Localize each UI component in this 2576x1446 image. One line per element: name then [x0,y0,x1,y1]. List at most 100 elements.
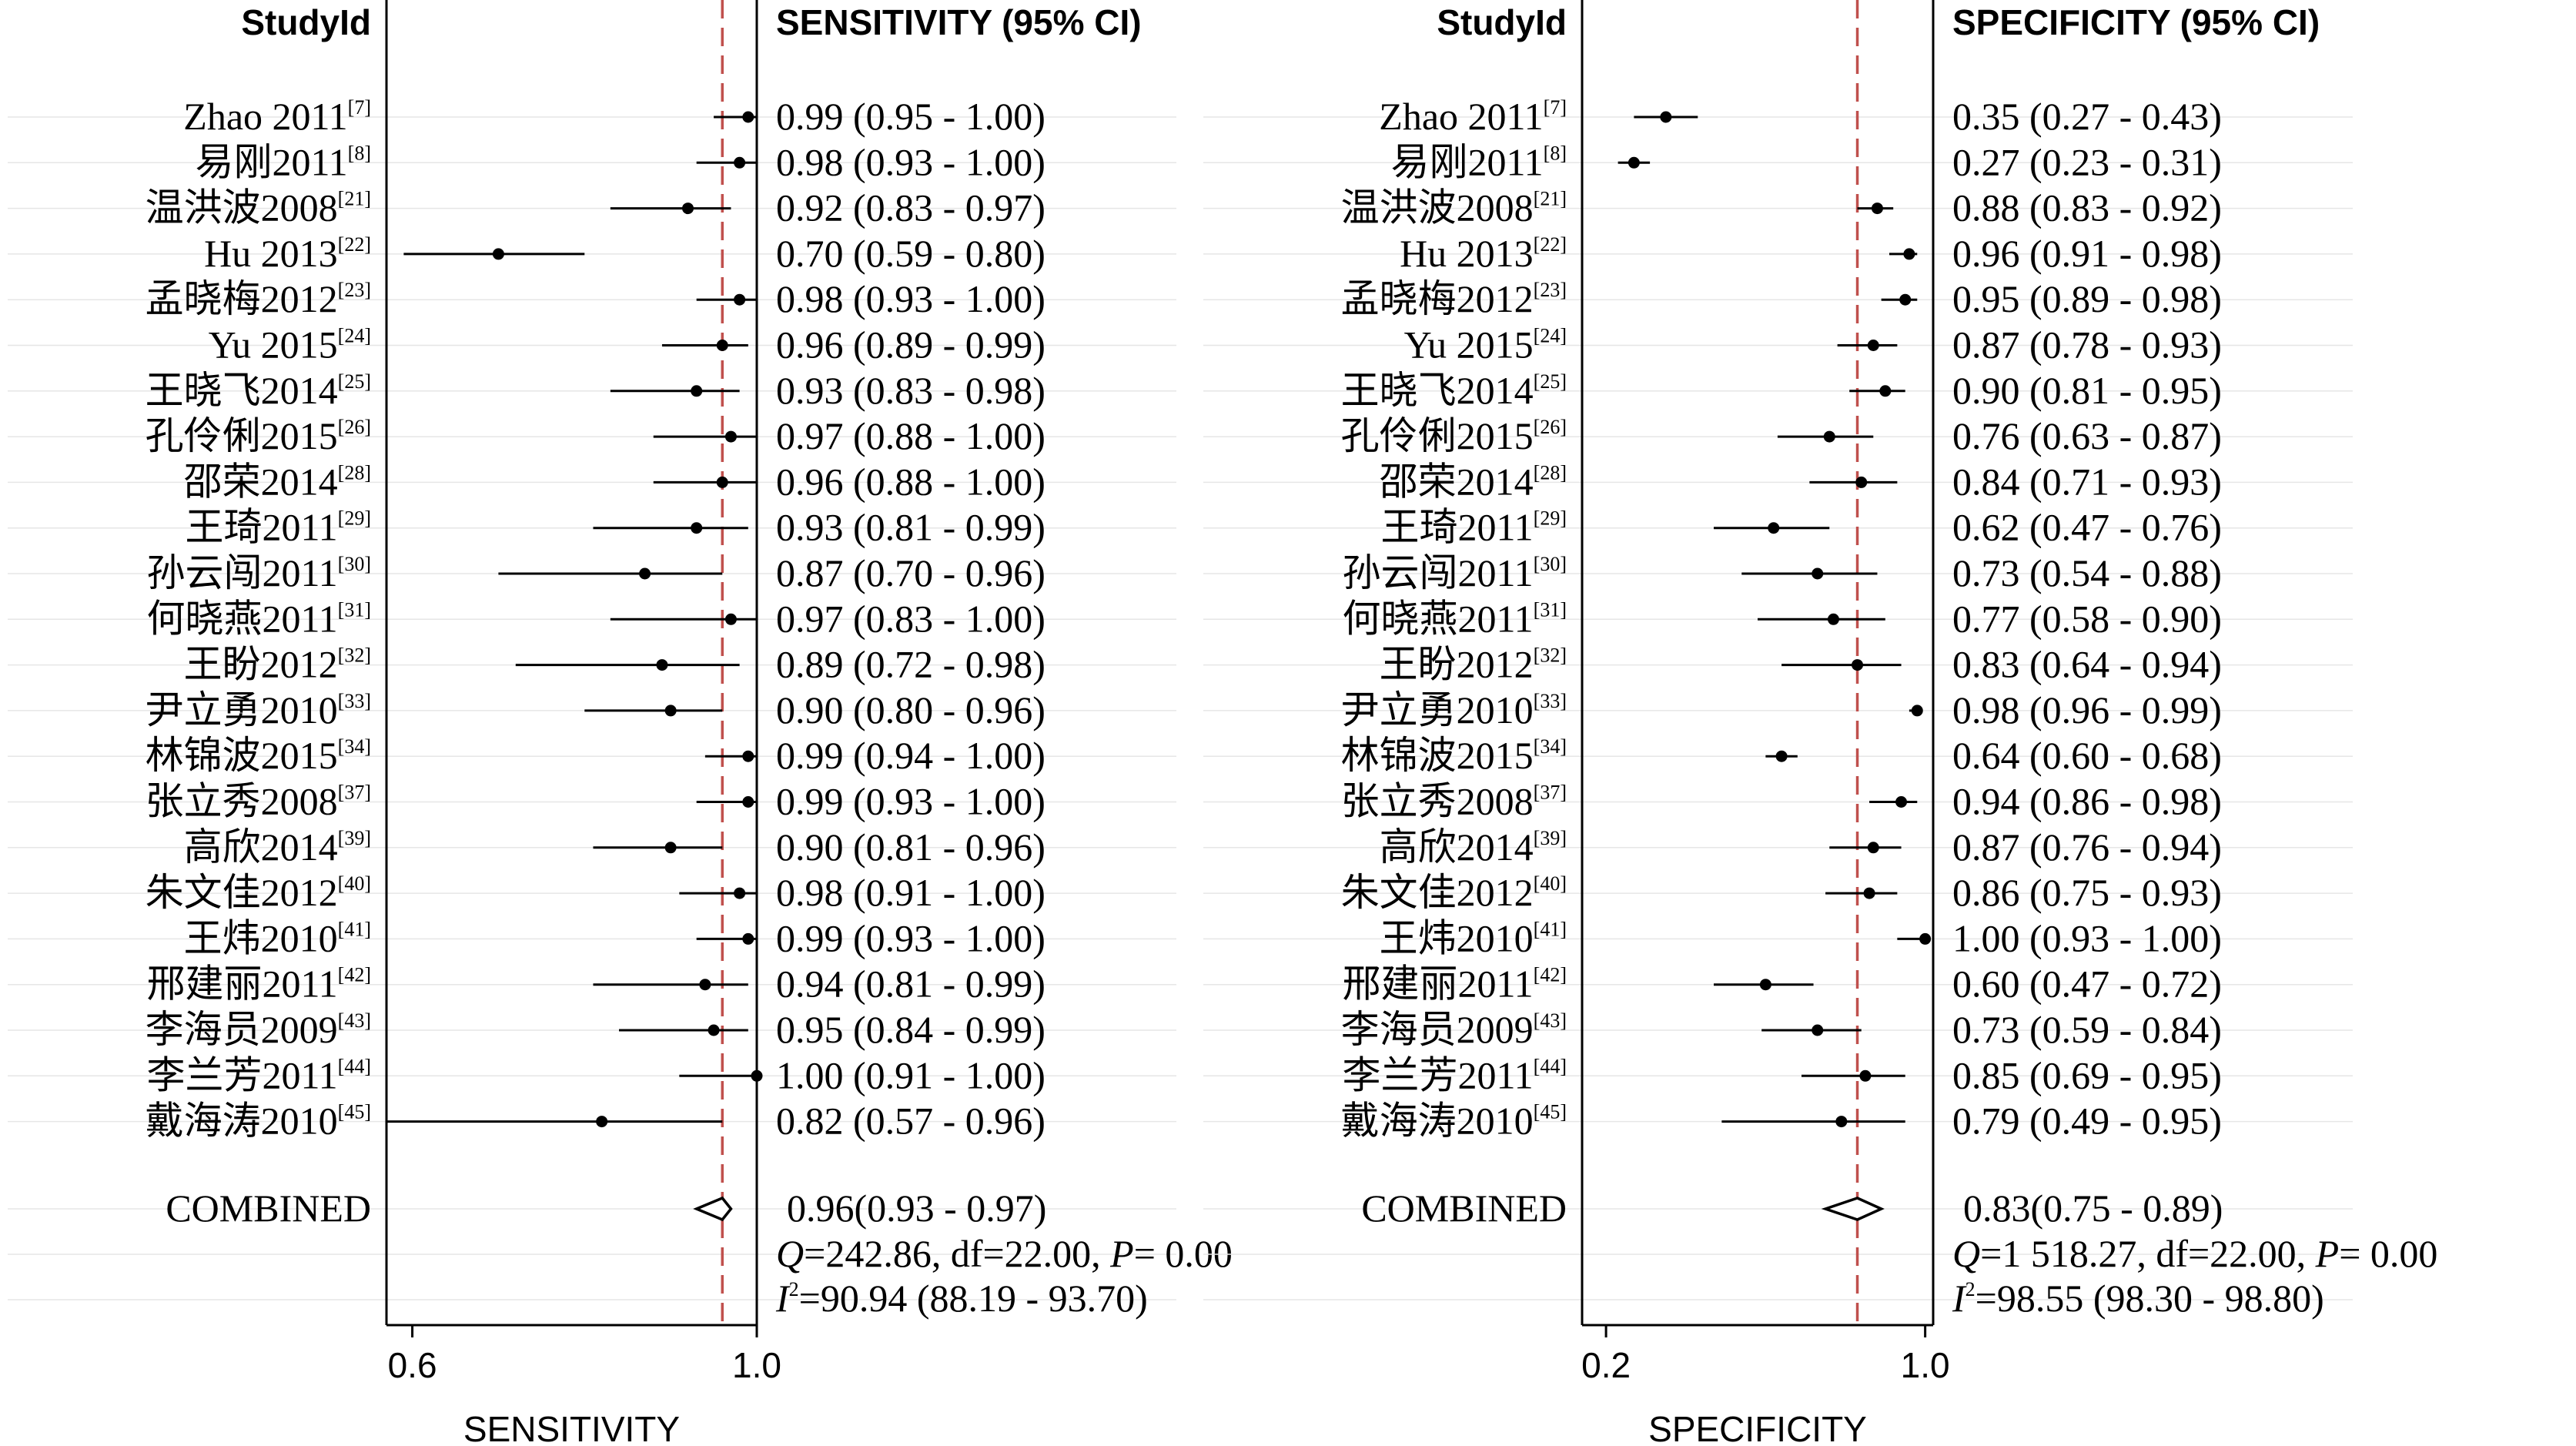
point-estimate-marker [1867,842,1879,854]
point-estimate-marker [1759,979,1771,991]
heterogeneity-i2-statistic: I2=98.55 (98.30 - 98.80) [1952,1277,2324,1320]
estimate-ci-value: 0.83 (0.64 - 0.94) [1952,643,2222,686]
point-estimate-marker [742,111,754,123]
study-label: 邢建丽2011[42] [147,962,371,1006]
combined-estimate-value: 0.96(0.93 - 0.97) [787,1187,1046,1230]
estimate-ci-value: 0.70 (0.59 - 0.80) [776,232,1045,275]
forest-panel-sensitivity: StudyId SENSITIVITY (95% CI) 0.6 1.0 SENSITI… [8,0,1233,1446]
estimate-ci-value: 0.96 (0.89 - 0.99) [776,323,1045,367]
study-label: 张立秀2008[37] [1341,780,1567,823]
estimate-ci-value: 0.94 (0.81 - 0.99) [776,962,1045,1006]
study-label: 张立秀2008[37] [146,780,371,823]
study-label: 邢建丽2011[42] [1343,962,1567,1006]
point-estimate-marker [742,750,754,762]
estimate-ci-value: 0.82 (0.57 - 0.96) [776,1100,1045,1143]
point-estimate-marker [1871,203,1883,215]
estimate-ci-value: 0.87 (0.70 - 0.96) [776,551,1045,594]
study-label: Zhao 2011[7] [183,95,371,138]
estimate-ci-value: 0.73 (0.59 - 0.84) [1952,1008,2222,1051]
point-estimate-marker [1812,567,1824,580]
point-estimate-marker [751,1069,763,1082]
point-estimate-marker [708,1024,720,1036]
point-estimate-marker [716,340,728,351]
combined-estimate-value: 0.83(0.75 - 0.89) [1963,1187,2223,1230]
study-label: 王盼2012[32] [184,643,371,686]
study-label: 王琦2011[29] [1381,506,1567,549]
estimate-ci-value: 1.00 (0.91 - 1.00) [776,1053,1045,1096]
estimate-ci-value: 0.60 (0.47 - 0.72) [1952,962,2222,1006]
heterogeneity-i2-statistic: I2=90.94 (88.19 - 93.70) [775,1277,1148,1320]
estimate-ci-value: 0.96 (0.91 - 0.98) [1952,232,2222,275]
study-label: 王琦2011[29] [186,506,371,549]
point-estimate-marker [1852,659,1864,671]
estimate-ci-value: 0.97 (0.88 - 1.00) [776,414,1045,457]
study-label: 温洪波2008[21] [1341,186,1567,229]
study-label: 王炜2010[41] [184,916,371,959]
point-estimate-marker [691,522,703,534]
estimate-ci-value: 0.97 (0.83 - 1.00) [776,597,1045,640]
study-label: 李海员2009[43] [146,1008,371,1051]
estimate-ci-value: 0.99 (0.93 - 1.00) [776,916,1045,959]
point-estimate-marker [492,248,504,260]
study-label: 孙云闯2011[30] [147,551,371,594]
study-label: 易刚2011[8] [196,140,371,183]
estimate-ci-value: 0.98 (0.91 - 1.00) [776,871,1045,914]
combined-estimate-diamond [693,1196,733,1222]
estimate-ci-value: 0.27 (0.23 - 0.31) [1952,140,2222,183]
estimate-ci-value: 0.85 (0.69 - 0.95) [1952,1053,2222,1096]
point-estimate-marker [1812,1024,1824,1036]
study-label: 李兰芳2011[44] [147,1053,371,1096]
estimate-ci-value: 0.87 (0.76 - 0.94) [1952,825,2222,869]
point-estimate-marker [1827,613,1839,625]
study-label: 孟晓梅2012[23] [1341,277,1567,320]
point-estimate-marker [742,796,754,808]
x-axis-title: SPECIFICITY [1648,1409,1867,1446]
study-column-header: StudyId [1437,2,1567,42]
estimate-ci-value: 0.94 (0.86 - 0.98) [1952,780,2222,823]
estimate-ci-value: 0.96 (0.88 - 1.00) [776,460,1045,503]
x-tick-label: 0.2 [1581,1345,1631,1385]
point-estimate-marker [1768,522,1780,534]
point-estimate-marker [1899,293,1912,306]
estimate-ci-value: 0.95 (0.84 - 0.99) [776,1008,1045,1051]
study-label: 戴海涛2010[45] [1341,1100,1567,1143]
study-label: 朱文佳2012[40] [146,871,371,914]
point-estimate-marker [1628,156,1640,169]
estimate-ci-value: 0.86 (0.75 - 0.93) [1952,871,2222,914]
study-label: Hu 2013[22] [204,232,371,275]
estimate-ci-value: 0.92 (0.83 - 0.97) [776,186,1045,229]
point-estimate-marker [1911,705,1923,717]
point-estimate-marker [1895,796,1908,808]
point-estimate-marker [734,887,746,899]
study-label: 王盼2012[32] [1380,643,1567,686]
study-label: Hu 2013[22] [1400,232,1567,275]
point-estimate-marker [691,385,703,397]
point-estimate-marker [656,659,668,671]
estimate-ci-value: 0.64 (0.60 - 0.68) [1952,734,2222,777]
point-estimate-marker [1823,430,1835,443]
point-estimate-marker [724,430,737,443]
point-estimate-marker [1835,1116,1848,1128]
point-estimate-marker [1660,111,1672,123]
point-estimate-marker [664,842,677,854]
estimate-ci-value: 0.35 (0.27 - 0.43) [1952,95,2222,138]
estimate-ci-value: 0.79 (0.49 - 0.95) [1952,1100,2222,1143]
point-estimate-marker [596,1116,608,1128]
study-label: 朱文佳2012[40] [1341,871,1567,914]
point-estimate-marker [742,932,754,945]
x-tick-label: 1.0 [1901,1345,1950,1385]
estimate-ci-value: 0.98 (0.93 - 1.00) [776,277,1045,320]
point-estimate-marker [1863,887,1875,899]
estimate-ci-value: 0.62 (0.47 - 0.76) [1952,506,2222,549]
study-column-header: StudyId [241,2,371,42]
x-tick-label: 0.6 [388,1345,437,1385]
study-label: 高欣2014[39] [1380,825,1567,869]
heterogeneity-q-statistic: Q=242.86, df=22.00, P= 0.00 [776,1232,1233,1275]
estimate-ci-value: 0.84 (0.71 - 0.93) [1952,460,2222,503]
point-estimate-marker [699,979,711,991]
estimate-ci-value: 0.98 (0.93 - 1.00) [776,140,1045,183]
estimate-ci-value: 0.98 (0.96 - 0.99) [1952,688,2222,731]
estimate-ci-value: 0.93 (0.81 - 0.99) [776,506,1045,549]
study-label: Yu 2015[24] [1404,323,1567,367]
study-label: 林锦波2015[34] [146,734,371,777]
